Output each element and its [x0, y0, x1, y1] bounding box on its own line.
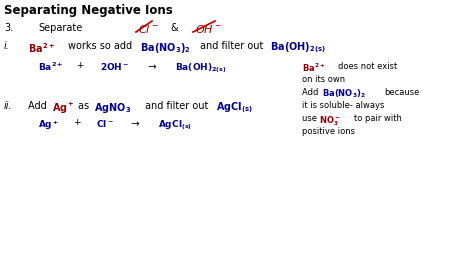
- Text: on its own: on its own: [302, 75, 345, 84]
- Text: i.: i.: [4, 41, 10, 51]
- Text: Separating Negative Ions: Separating Negative Ions: [4, 4, 173, 17]
- Text: 3.: 3.: [4, 23, 13, 33]
- Text: $\rightarrow$: $\rightarrow$: [128, 118, 140, 128]
- Text: +: +: [73, 118, 81, 127]
- Text: $\mathbf{2OH^-}$: $\mathbf{2OH^-}$: [100, 61, 129, 72]
- Text: does not exist: does not exist: [338, 62, 397, 71]
- Text: to pair with: to pair with: [354, 114, 402, 123]
- Text: as: as: [78, 101, 92, 111]
- Text: $\mathbf{Ba^{2+}}$: $\mathbf{Ba^{2+}}$: [302, 62, 326, 74]
- Text: it is soluble- always: it is soluble- always: [302, 101, 384, 110]
- Text: ii.: ii.: [4, 101, 13, 111]
- Text: $\mathbf{Ba(OH)_{2(s)}}$: $\mathbf{Ba(OH)_{2(s)}}$: [175, 61, 227, 75]
- Text: $\mathbf{AgCl_{(s)}}$: $\mathbf{AgCl_{(s)}}$: [158, 118, 192, 132]
- Text: Add: Add: [302, 88, 321, 97]
- Text: works so add: works so add: [68, 41, 132, 51]
- Text: positive ions: positive ions: [302, 127, 355, 136]
- Text: $\mathbf{Ba(NO_3)_2}$: $\mathbf{Ba(NO_3)_2}$: [322, 88, 366, 101]
- Text: $\it{OH}^-$: $\it{OH}^-$: [195, 23, 222, 35]
- Text: &: &: [170, 23, 178, 33]
- Text: $\mathbf{Ag^+}$: $\mathbf{Ag^+}$: [52, 101, 75, 116]
- Text: and filter out: and filter out: [200, 41, 264, 51]
- Text: +: +: [76, 61, 83, 70]
- Text: $\mathbf{Cl^-}$: $\mathbf{Cl^-}$: [96, 118, 114, 129]
- Text: and filter out: and filter out: [145, 101, 209, 111]
- Text: $\it{Cl}^-$: $\it{Cl}^-$: [138, 23, 159, 35]
- Text: Separate: Separate: [38, 23, 82, 33]
- Text: $\mathbf{AgNO_3}$: $\mathbf{AgNO_3}$: [94, 101, 131, 115]
- Text: Add: Add: [28, 101, 50, 111]
- Text: $\mathbf{Ba^{2+}}$: $\mathbf{Ba^{2+}}$: [38, 61, 63, 73]
- Text: $\mathbf{AgCl_{(s)}}$: $\mathbf{AgCl_{(s)}}$: [216, 101, 253, 115]
- Text: $\mathbf{NO_3^-}$: $\mathbf{NO_3^-}$: [319, 114, 341, 127]
- Text: $\mathbf{Ag^+}$: $\mathbf{Ag^+}$: [38, 118, 59, 132]
- Text: $\mathbf{Ba(OH)_{2(s)}}$: $\mathbf{Ba(OH)_{2(s)}}$: [270, 41, 326, 55]
- Text: because: because: [384, 88, 419, 97]
- Text: $\mathbf{Ba^{2+}}$: $\mathbf{Ba^{2+}}$: [28, 41, 55, 55]
- Text: $\rightarrow$: $\rightarrow$: [145, 61, 157, 71]
- Text: $\mathbf{Ba(NO_3)_2}$: $\mathbf{Ba(NO_3)_2}$: [140, 41, 191, 55]
- Text: use: use: [302, 114, 319, 123]
